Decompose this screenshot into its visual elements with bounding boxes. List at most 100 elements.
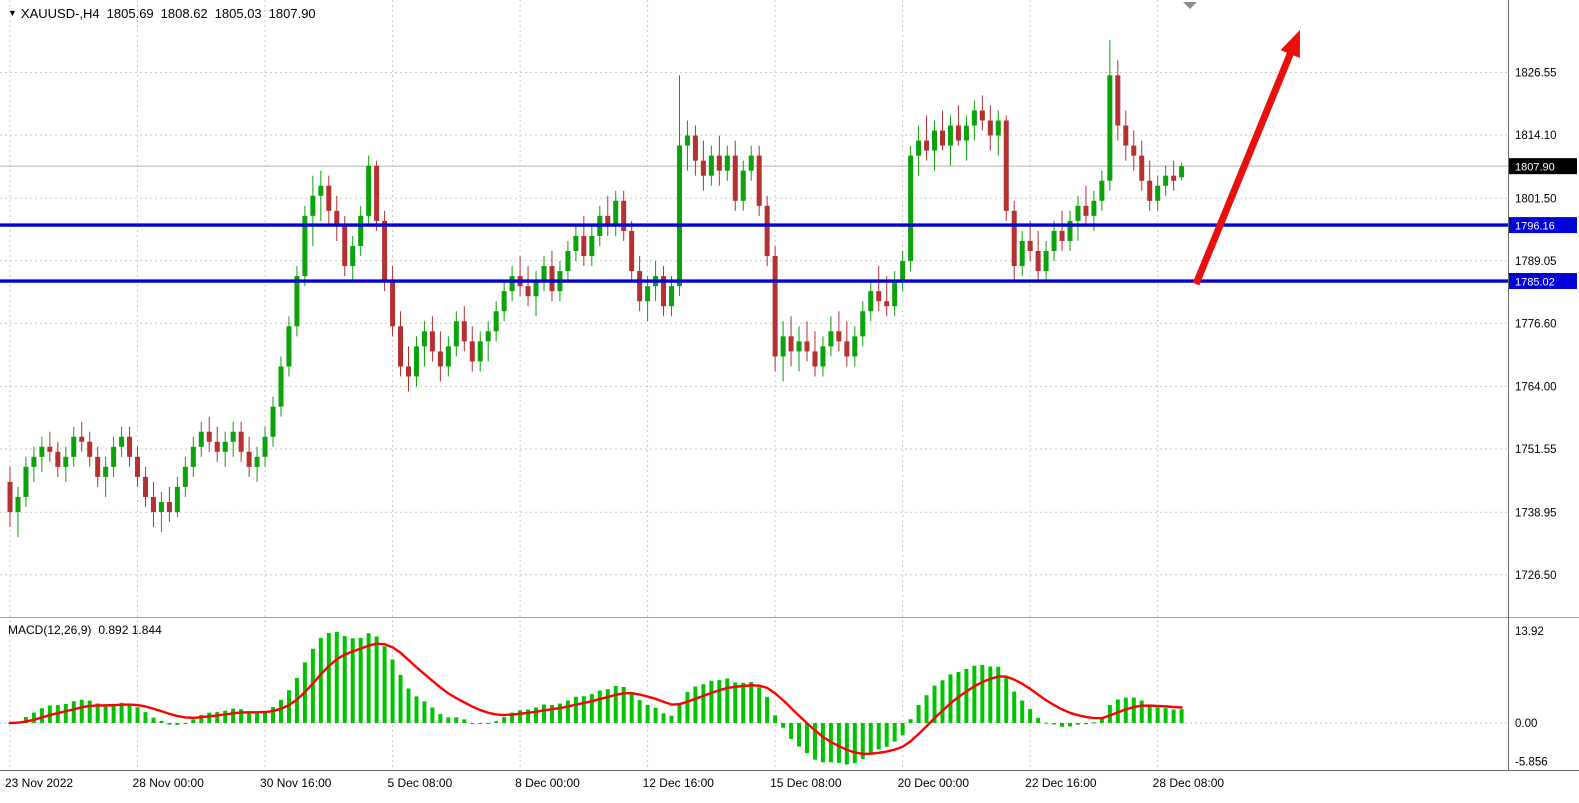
candle-body	[939, 130, 945, 146]
macd-indicator-label: MACD(12,26,9) 0.892 1.844	[8, 623, 162, 637]
candle-body	[23, 466, 29, 497]
candle-body	[748, 155, 754, 171]
candle-body	[158, 502, 164, 513]
price-tag-blue-label: 1785.02	[1515, 277, 1555, 289]
candle-body	[334, 210, 340, 226]
candle-body	[756, 155, 762, 206]
candle-body	[836, 331, 842, 342]
candle-body	[1019, 240, 1025, 267]
candle-body	[445, 346, 451, 367]
candle-body	[676, 145, 682, 287]
macd-histogram-bar	[71, 701, 76, 723]
macd-histogram-bar	[908, 719, 913, 723]
candle-body	[708, 155, 714, 176]
time-axis-label: 23 Nov 2022	[5, 776, 73, 790]
macd-histogram-bar	[462, 719, 467, 723]
macd-histogram-bar	[263, 711, 268, 723]
candle-body	[501, 291, 507, 312]
candle-body	[190, 446, 196, 467]
macd-histogram-bar	[1091, 722, 1096, 724]
candle-body	[987, 120, 993, 136]
macd-histogram-bar	[629, 692, 634, 723]
candle-body	[1091, 200, 1097, 216]
candle-body	[589, 235, 595, 257]
candle-body	[326, 185, 332, 211]
candle-body	[71, 436, 77, 457]
macd-histogram-bar	[781, 723, 786, 728]
macd-histogram-bar	[79, 699, 84, 723]
candle-body	[581, 235, 587, 257]
macd-histogram-bar	[573, 696, 578, 723]
candle-body	[437, 351, 443, 367]
candle-body	[812, 351, 818, 367]
macd-histogram-bar	[95, 703, 100, 723]
candle-body	[150, 496, 156, 513]
macd-histogram-bar	[844, 723, 849, 765]
macd-histogram-bar	[111, 704, 116, 723]
macd-signal-line	[8, 642, 1183, 755]
candle-body	[820, 346, 826, 367]
candle-body	[1059, 230, 1065, 241]
candle-body	[1099, 180, 1105, 201]
macd-histogram-bar	[876, 723, 881, 750]
macd-histogram-bar	[366, 633, 371, 723]
candle-body	[390, 281, 396, 327]
macd-histogram-bar	[526, 709, 531, 723]
candle-body	[374, 165, 380, 221]
candle-body	[876, 291, 882, 302]
candle-body	[254, 456, 260, 467]
macd-histogram-bar	[733, 682, 738, 723]
candle-body	[629, 230, 635, 272]
macd-histogram-bar	[502, 717, 507, 723]
candle-body	[724, 155, 730, 171]
candle-body	[31, 456, 37, 467]
candle-body	[461, 321, 467, 342]
macd-histogram-bar	[765, 696, 770, 723]
macd-values: 0.892 1.844	[98, 623, 162, 637]
candle-body	[669, 286, 675, 307]
macd-histogram-bar	[717, 680, 722, 723]
macd-histogram-bar	[454, 717, 459, 723]
macd-histogram-bar	[382, 646, 387, 723]
macd-histogram-bar	[972, 665, 977, 723]
macd-histogram-bar	[31, 712, 36, 723]
candle-body	[700, 160, 706, 176]
candle-body	[916, 140, 922, 156]
candle-body	[796, 341, 802, 352]
price-axis-label: 1776.60	[1515, 318, 1557, 330]
candle-body	[15, 496, 21, 513]
candle-body	[979, 110, 985, 121]
candle-body	[63, 456, 69, 467]
time-axis-label: 15 Dec 08:00	[770, 776, 842, 790]
macd-histogram-bar	[1060, 723, 1065, 727]
candle-body	[398, 326, 404, 367]
macd-histogram-bar	[1020, 700, 1025, 723]
macd-histogram-bar	[916, 705, 921, 723]
candle-body	[1171, 175, 1177, 181]
macd-histogram-bar	[318, 637, 323, 723]
macd-histogram-bar	[709, 680, 714, 723]
candle-body	[166, 502, 172, 513]
candle-body	[716, 155, 722, 171]
macd-histogram-bar	[996, 666, 1001, 723]
price-axis-label: 1801.50	[1515, 193, 1557, 205]
candle-body	[1027, 240, 1033, 251]
candle-body	[1115, 75, 1121, 126]
macd-histogram-bar	[685, 692, 690, 723]
price-axis-label: 1814.10	[1515, 130, 1557, 142]
macd-histogram-bar	[621, 686, 626, 723]
candle-body	[111, 446, 117, 467]
candle-body	[286, 326, 292, 367]
price-axis-label: 1826.55	[1515, 68, 1557, 80]
trend-arrow-head[interactable]	[1280, 30, 1300, 59]
ohlc-high: 1808.62	[160, 6, 208, 21]
candle-body	[541, 266, 547, 282]
macd-histogram-bar	[310, 648, 315, 723]
trend-arrow-line[interactable]	[1192, 47, 1296, 286]
macd-histogram-bar	[860, 723, 865, 759]
chart-shift-marker-icon[interactable]	[1183, 2, 1197, 9]
candle-body	[214, 441, 220, 452]
candle-body	[278, 366, 284, 407]
